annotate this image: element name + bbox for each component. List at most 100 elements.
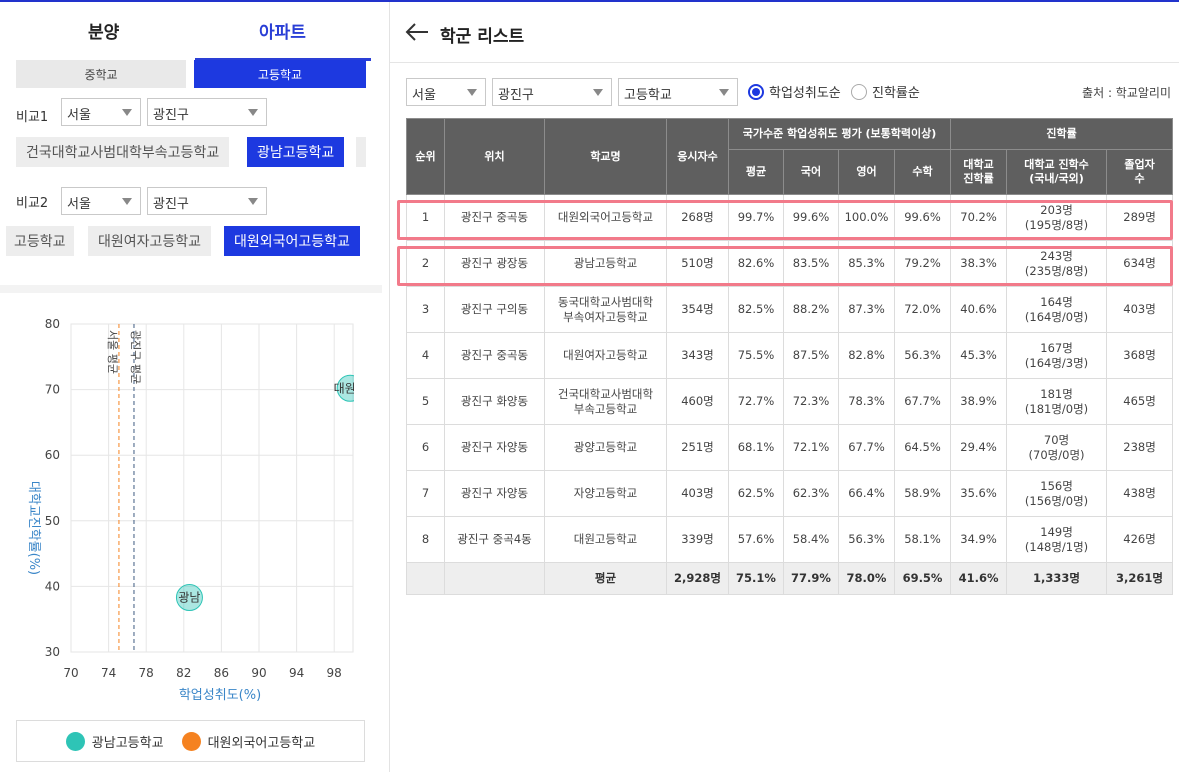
school-level-select[interactable]: 고등학교 [618,78,738,106]
tab-apartment[interactable]: 아파트 [259,23,306,43]
high-school-button[interactable]: 고등학교 [194,60,366,88]
table-cell: 149명 (148명/1명) [1006,516,1108,563]
table-cell: 354명 [666,286,729,333]
school-level-value: 고등학교 [624,88,672,103]
sort-radio-achievement[interactable]: 학업성취도순 [748,82,841,101]
legend-item-gwangnam[interactable]: 광남고등학교 [65,731,164,751]
region-select[interactable]: 서울 [406,78,486,106]
highlight-row-1 [397,200,1173,240]
table-cell: 339명 [666,516,729,563]
scatter-chart: 30 40 50 60 70 80 70 74 78 82 86 90 94 98 학업성취도(%) 대학교진… [0,302,382,703]
data-source: 출처 : 학교알리미 [1082,86,1171,100]
average-cell: 평균 [544,562,667,595]
header-divider [390,62,1179,63]
compare1-district-value: 광진구 [153,108,189,123]
legend-dot [181,731,201,751]
table-row[interactable]: 8 광진구 중곡4동 대원고등학교 339명 57.6% 58.4% 56.3% 58.1% 3… [406,516,1174,563]
average-cell: 69.5% [893,562,952,595]
average-cell: 41.6% [950,562,1008,595]
x-tick-label: 78 [139,666,154,680]
table-cell: 87.3% [838,286,895,333]
table-cell: 251명 [666,424,729,471]
table-row[interactable]: 5 광진구 화양동 건국대학교사범대학 부속고등학교 460명 72.7% 72.3% 78… [406,378,1174,425]
compare2-region-value: 서울 [67,197,91,212]
table-cell: 58.9% [893,470,952,517]
compare1-school-chip[interactable]: 건국대학교사범대학부속고등학교 [16,137,230,167]
table-cell: 4 [406,332,445,379]
legend-item-daewon-foreign[interactable]: 대원외국어고등학교 [181,731,315,751]
active-tab-underline [195,58,371,61]
section-divider [0,285,382,293]
table-cell: 40.6% [950,286,1008,333]
compare2-district-select[interactable]: 광진구 [147,187,267,215]
average-line-label: 서울 평균 [106,330,119,374]
table-cell: 238명 [1106,424,1174,471]
table-cell: 426명 [1106,516,1174,563]
top-accent-line [0,0,1179,2]
table-cell: 광진구 화양동 [444,378,545,425]
middle-school-button[interactable]: 중학교 [16,60,186,88]
sort-radio-label: 진학률순 [872,86,920,101]
district-select[interactable]: 광진구 [492,78,612,106]
sort-radio-admission[interactable]: 진학률순 [851,82,920,101]
y-tick-label: 70 [45,383,60,397]
compare2-school-chip-partial[interactable]: 고등학교 [6,226,74,256]
right-panel: 학군 리스트 서울 광진구 고등학교 학업성취도순 진학률순 출처 : 학교알리… [390,2,1179,772]
chevron-down-icon [122,109,132,116]
compare2-district-value: 광진구 [153,197,189,212]
table-cell: 45.3% [950,332,1008,379]
table-cell: 건국대학교사범대학 부속고등학교 [544,378,667,425]
header-math: 수학 [893,149,952,195]
table-row[interactable]: 7 광진구 자양동 자양고등학교 403명 62.5% 62.3% 66.4% 58.9% 35… [406,470,1174,517]
table-cell: 광진구 중곡4동 [444,516,545,563]
table-cell: 78.3% [838,378,895,425]
header-achievement-group: 국가수준 학업성취도 평가 (보통학력이상) [727,118,952,150]
table-cell: 167명 (164명/3명) [1006,332,1108,379]
y-axis-label: 대학교진학률(%) [26,481,41,575]
chart-legend: 광남고등학교 대원외국어고등학교 [16,720,365,762]
header-uni-count-text: 대학교 진학수 (국내/국외) [1024,158,1089,185]
table-cell: 대원여자고등학교 [544,332,667,379]
table-row[interactable]: 3 광진구 구의동 동국대학교사범대학 부속여자고등학교 354명 82.5% 88.2%… [406,286,1174,333]
back-arrow-icon[interactable] [404,20,430,44]
compare1-region-select[interactable]: 서울 [61,98,141,126]
table-cell: 6 [406,424,445,471]
table-cell: 62.5% [728,470,784,517]
header-grads: 졸업자 수 [1106,149,1174,195]
header-average: 평균 [728,149,784,195]
page-title: 학군 리스트 [440,27,525,47]
region-value: 서울 [412,88,436,103]
table-row[interactable]: 6 광진구 자양동 광양고등학교 251명 68.1% 72.1% 67.7% 64.5% 29… [406,424,1174,471]
table-cell: 88.2% [783,286,839,333]
table-cell: 34.9% [950,516,1008,563]
table-row[interactable]: 4 광진구 중곡동 대원여자고등학교 343명 75.5% 87.5% 82.8% 56.3%… [406,332,1174,379]
x-tick-label: 70 [63,666,78,680]
table-cell: 85.3% [838,240,895,287]
table-cell: 438명 [1106,470,1174,517]
compare1-chip-overflow [356,137,366,167]
y-tick-label: 40 [45,579,60,593]
table-cell: 58.1% [893,516,952,563]
header-uni-rate-text: 대학교 진학률 [963,158,994,185]
header-uni-count: 대학교 진학수 (국내/국외) [1006,149,1108,195]
compare2-region-select[interactable]: 서울 [61,187,141,215]
compare1-district-select[interactable]: 광진구 [147,98,267,126]
table-cell: 82.5% [728,286,784,333]
table-cell: 70명 (70명/0명) [1006,424,1108,471]
plot-edge-mask [354,302,382,702]
header-rank: 순위 [406,118,445,195]
tab-presale[interactable]: 분양 [88,23,120,43]
main-tabs: 분양 아파트 [0,2,382,61]
compare2-school-chip[interactable]: 대원여자고등학교 [88,226,212,256]
compare1-school-chip-selected[interactable]: 광남고등학교 [247,137,345,167]
header-school: 학교명 [544,118,667,195]
y-tick-label: 80 [45,317,60,331]
compare2-school-chip-selected[interactable]: 대원외국어고등학교 [224,226,360,256]
table-cell: 465명 [1106,378,1174,425]
highlight-row-2 [397,246,1173,286]
table-cell: 67.7% [893,378,952,425]
table-cell: 68.1% [728,424,784,471]
table-cell: 7 [406,470,445,517]
table-cell: 5 [406,378,445,425]
average-cell [406,562,445,595]
